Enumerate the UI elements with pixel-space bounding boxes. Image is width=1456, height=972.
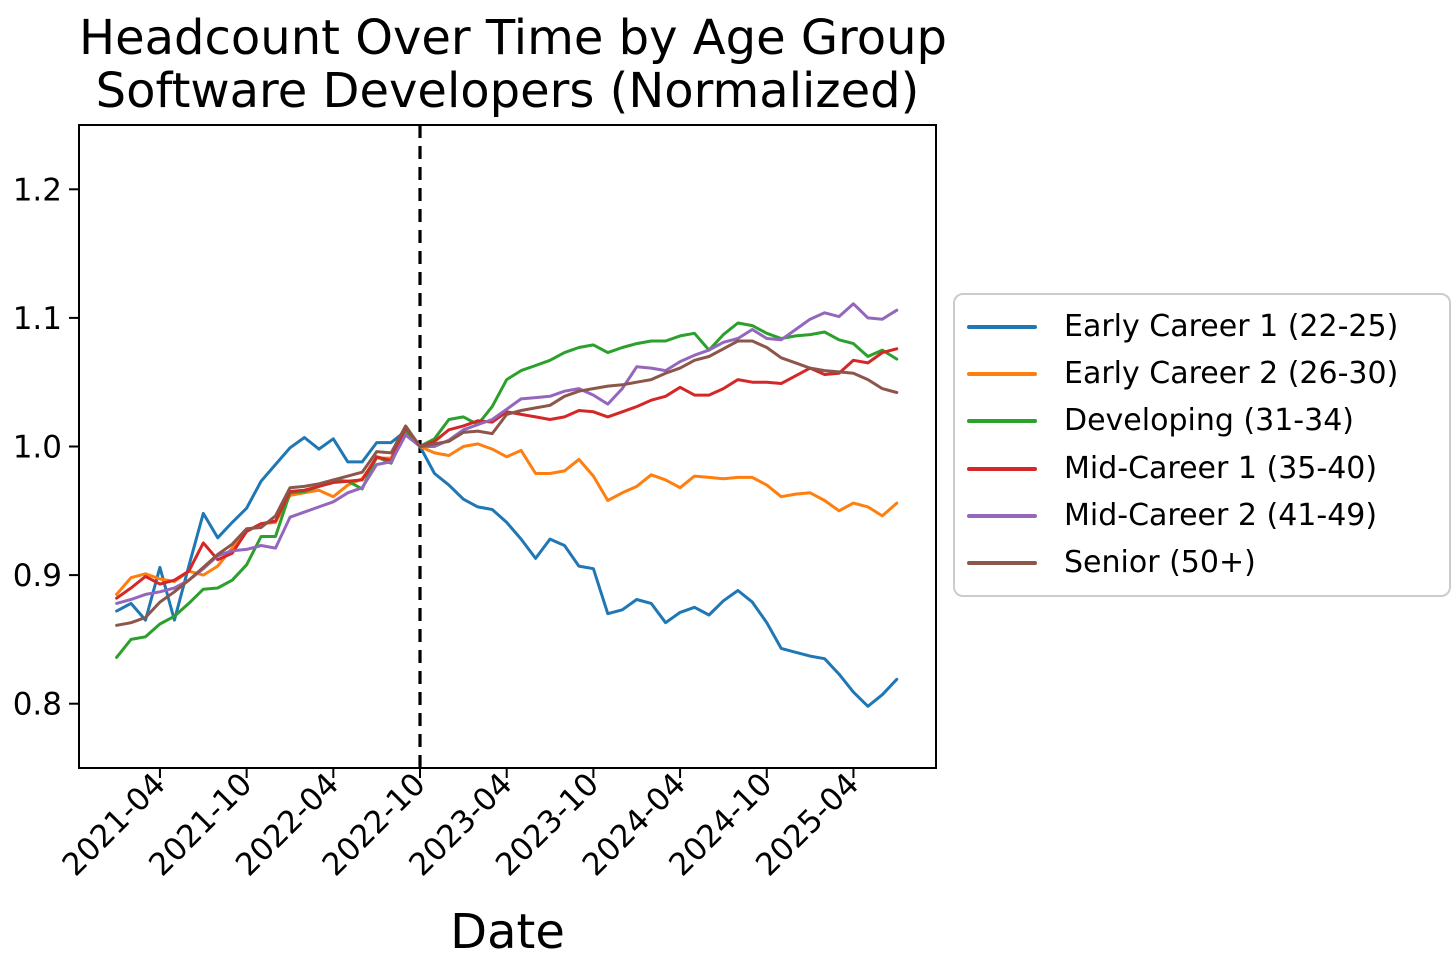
- series-line-senior-50: [115, 339, 899, 627]
- chart-title-line1: Headcount Over Time by Age Group: [79, 10, 947, 66]
- legend-label: Mid-Career 1 (35-40): [1064, 450, 1378, 486]
- legend-item: Early Career 2 (26-30): [967, 355, 1449, 391]
- x-axis-label: Date: [450, 904, 565, 960]
- legend-item: Early Career 1 (22-25): [967, 308, 1449, 344]
- legend-line-swatch: [967, 561, 1037, 566]
- legend-line-swatch: [967, 513, 1037, 518]
- legend-label: Early Career 2 (26-30): [1064, 355, 1399, 391]
- legend-line-swatch: [967, 324, 1037, 329]
- y-axis-ticks: 0.8 0.9 1.0 1.1 1.2: [13, 172, 79, 723]
- plot-border: [78, 124, 937, 769]
- chart-title-line2: Software Developers (Normalized): [95, 63, 920, 119]
- legend-label: Early Career 1 (22-25): [1064, 308, 1399, 344]
- legend-line-swatch: [967, 419, 1037, 424]
- legend-line-swatch: [967, 466, 1037, 471]
- series-line-mid-career-2-41-49: [115, 302, 899, 605]
- y-tick-label: 0.9: [13, 558, 62, 594]
- chart-title: Headcount Over Time by Age Group Softwar…: [79, 12, 947, 119]
- legend-label: Senior (50+): [1064, 545, 1256, 581]
- y-tick-label: 1.2: [13, 172, 62, 208]
- y-tick-label: 0.8: [13, 687, 62, 723]
- series-line-developing-31-34: [115, 321, 899, 659]
- legend-label: Mid-Career 2 (41-49): [1064, 497, 1378, 533]
- legend-item: Mid-Career 2 (41-49): [967, 497, 1449, 533]
- legend-line-swatch: [967, 371, 1037, 376]
- legend-item: Senior (50+): [967, 546, 1449, 580]
- series-line-early-career-1-22-25: [115, 429, 899, 708]
- legend: Early Career 1 (22-25) Early Career 2 (26…: [953, 293, 1451, 597]
- legend-item: Mid-Career 1 (35-40): [967, 450, 1449, 486]
- series-lines: [115, 302, 899, 708]
- series-line-early-career-2-26-30: [115, 428, 899, 596]
- y-tick-label: 1.1: [13, 301, 62, 337]
- legend-item: Developing (31-34): [967, 404, 1449, 438]
- series-line-mid-career-1-35-40: [115, 347, 899, 600]
- legend-label: Developing (31-34): [1064, 403, 1355, 439]
- x-axis-ticks: 2021-042021-102022-042022-102023-042023-…: [56, 766, 867, 883]
- y-tick-label: 1.0: [13, 430, 62, 466]
